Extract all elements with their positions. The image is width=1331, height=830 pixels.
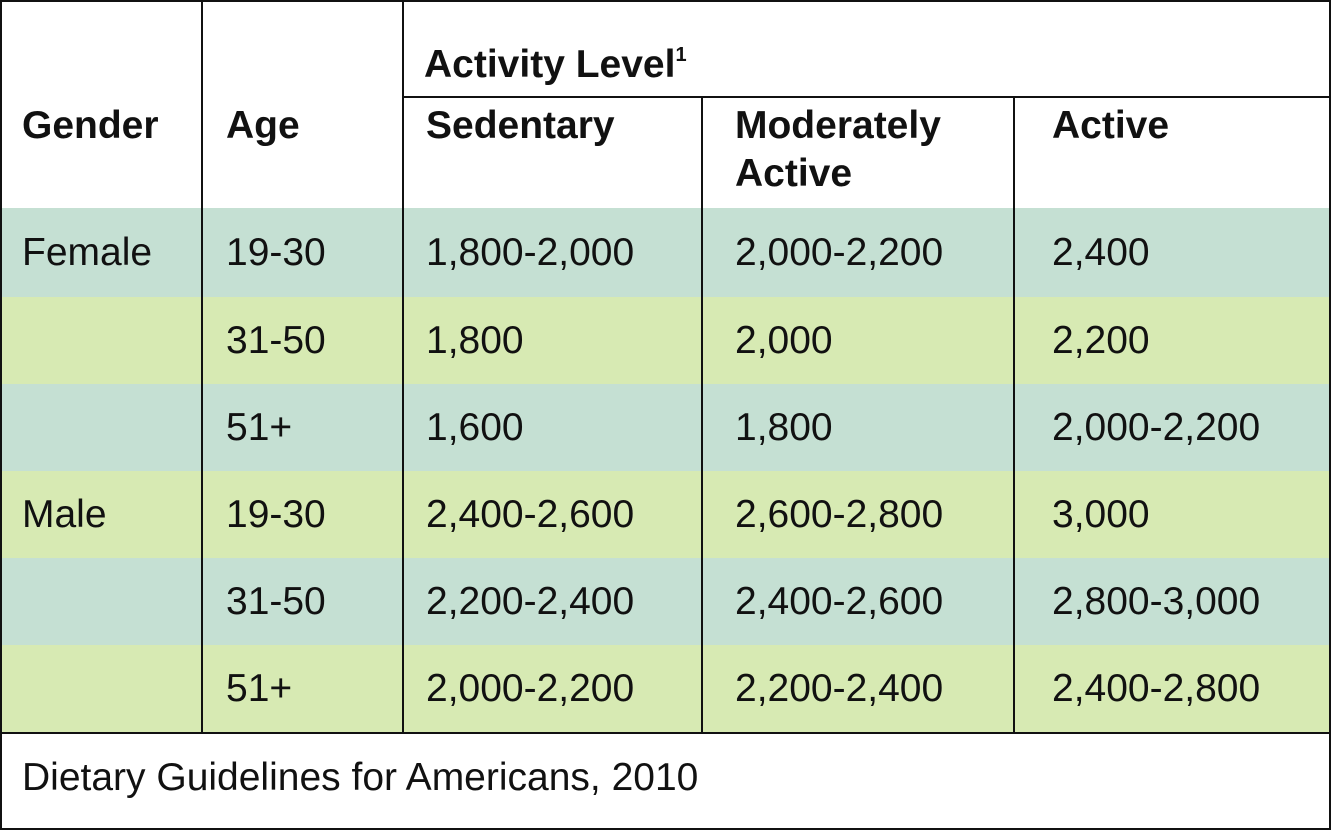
age-cell: 51+ xyxy=(226,667,293,710)
value-cell: 2,400 xyxy=(1052,230,1150,274)
header-column: Active xyxy=(1052,104,1170,147)
value-cell: 2,000 xyxy=(735,318,833,362)
row-band xyxy=(0,208,1331,297)
value-cell: 2,200-2,400 xyxy=(735,667,944,710)
header-gender: Gender xyxy=(22,104,159,147)
value-cell: 2,200 xyxy=(1052,318,1150,362)
header-activity-text: Activity Level xyxy=(424,43,676,86)
age-cell: 31-50 xyxy=(226,579,326,623)
header-column: Moderately Active xyxy=(735,104,941,195)
age-cell: 19-30 xyxy=(226,492,326,536)
rule-line xyxy=(701,97,703,733)
gender-cell: Female xyxy=(22,230,153,274)
age-cell: 51+ xyxy=(226,405,293,449)
row-band xyxy=(0,297,1331,384)
rule-line xyxy=(1329,0,1331,830)
value-cell: 2,000-2,200 xyxy=(735,230,944,274)
row-band xyxy=(0,471,1331,558)
rule-line xyxy=(0,0,2,830)
value-cell: 2,200-2,400 xyxy=(426,579,635,623)
value-cell: 1,800 xyxy=(426,318,524,362)
rule-line xyxy=(0,732,1331,734)
rule-line xyxy=(402,0,404,733)
footnote: Dietary Guidelines for Americans, 2010 xyxy=(22,756,699,799)
value-cell: 2,400-2,600 xyxy=(426,492,635,536)
age-cell: 19-30 xyxy=(226,230,326,274)
rule-line xyxy=(201,0,203,733)
value-cell: 2,000-2,200 xyxy=(1052,405,1261,449)
rule-line xyxy=(403,96,1331,98)
value-cell: 1,800-2,000 xyxy=(426,230,635,274)
footnote-marker: 1 xyxy=(675,44,687,66)
age-cell: 31-50 xyxy=(226,318,326,362)
rule-line xyxy=(0,0,1331,2)
header-age: Age xyxy=(226,104,300,147)
row-band xyxy=(0,645,1331,733)
row-band xyxy=(0,384,1331,471)
value-cell: 2,400-2,800 xyxy=(1052,667,1261,710)
rule-line xyxy=(0,828,1331,830)
value-cell: 2,400-2,600 xyxy=(735,579,944,623)
value-cell: 2,800-3,000 xyxy=(1052,579,1261,623)
header-column: Sedentary xyxy=(426,104,615,147)
row-band xyxy=(0,558,1331,645)
value-cell: 1,800 xyxy=(735,405,833,449)
value-cell: 2,600-2,800 xyxy=(735,492,944,536)
value-cell: 3,000 xyxy=(1052,492,1150,536)
gender-cell: Male xyxy=(22,492,107,536)
value-cell: 1,600 xyxy=(426,405,524,449)
rule-line xyxy=(1013,97,1015,733)
header-activity-level: Activity Level1 xyxy=(424,31,687,89)
value-cell: 2,000-2,200 xyxy=(426,667,635,710)
